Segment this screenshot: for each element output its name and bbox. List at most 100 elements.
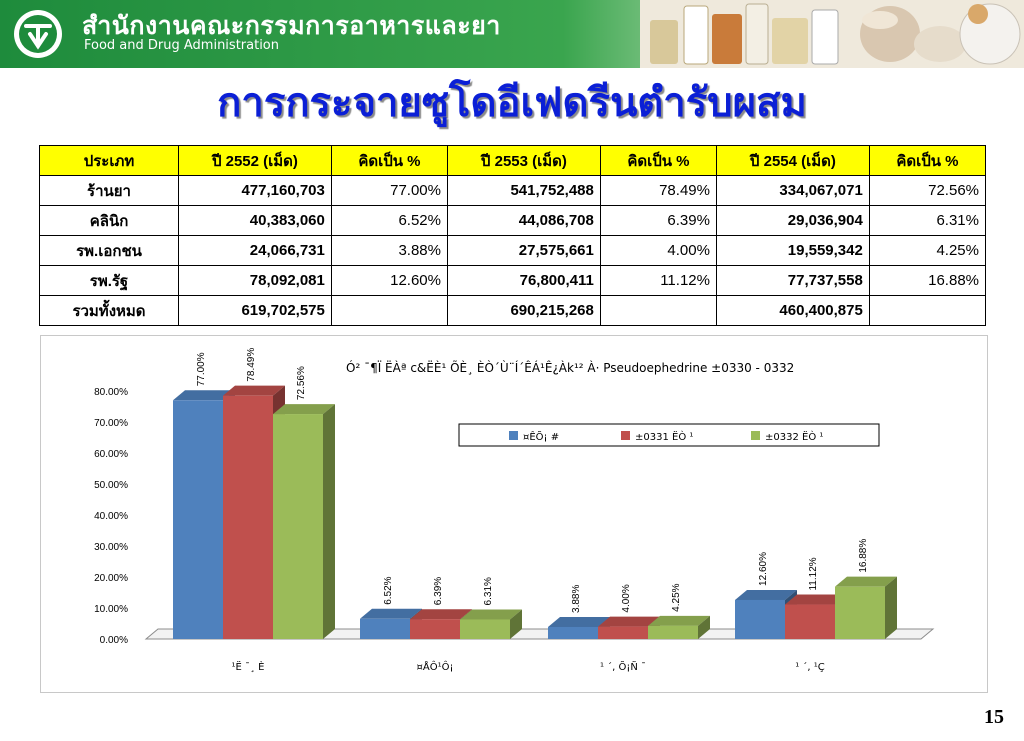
legend-label: ±0332 ËÒ ¹	[765, 430, 823, 443]
slide-title: การกระจายซูโดอีเฟดรีนตำรับผสม	[217, 80, 807, 126]
row-category: รพ.เอกชน	[39, 235, 179, 266]
header-percent-2552: คิดเป็น %	[330, 145, 448, 176]
y-tick-label: 60.00%	[94, 449, 128, 460]
cell-2552: 24,066,731	[178, 235, 332, 266]
y-tick-label: 10.00%	[94, 604, 128, 615]
y-tick-label: 80.00%	[94, 387, 128, 398]
x-category-label: ¹ ´, Õ¡Ñ ¯	[600, 660, 646, 673]
cell-pct-2553: 6.39%	[599, 205, 717, 236]
cell-pct-2554: 72.56%	[868, 175, 987, 206]
bar-top	[548, 616, 610, 627]
data-label: 4.00%	[621, 584, 632, 612]
data-label: 3.88%	[571, 585, 582, 613]
cell-pct-2554: 4.25%	[868, 235, 987, 266]
row-category: รวมทั้งหมด	[39, 295, 179, 326]
org-name-english: Food and Drug Administration	[84, 38, 279, 53]
bar	[460, 619, 510, 639]
table-row: คลินิก 40,383,060 6.52% 44,086,708 6.39%…	[39, 205, 987, 236]
bar-top	[835, 576, 897, 587]
table-row: ร้านยา 477,160,703 77.00% 541,752,488 78…	[39, 175, 987, 206]
bar	[835, 586, 885, 639]
cell-2553: 44,086,708	[446, 205, 601, 236]
bar	[410, 619, 460, 639]
cell-pct-2552: 12.60%	[330, 265, 448, 296]
data-label: 72.56%	[296, 366, 307, 400]
row-category: ร้านยา	[39, 175, 179, 206]
cell-2554: 460,400,875	[715, 295, 870, 326]
bar-top	[735, 589, 797, 600]
table-row: รพ.รัฐ 78,092,081 12.60% 76,800,411 11.1…	[39, 265, 987, 296]
data-label: 6.31%	[483, 577, 494, 605]
data-label: 12.60%	[758, 552, 769, 586]
legend-label: ±0331 ËÒ ¹	[635, 430, 693, 443]
bar	[735, 599, 785, 639]
x-category-label: ¹ ´, ¹Ç	[795, 661, 825, 673]
bar-top	[460, 609, 522, 620]
cell-pct-2554: 6.31%	[868, 205, 987, 236]
x-category-label: ¤ÅÔ¹Ô¡	[417, 660, 454, 673]
bar-side	[510, 609, 522, 639]
bar-top	[785, 594, 847, 605]
bar	[648, 625, 698, 639]
cell-pct-2554	[868, 295, 987, 326]
bar-top	[598, 616, 660, 627]
cell-2554: 29,036,904	[715, 205, 870, 236]
bar-top	[410, 609, 472, 620]
chart-container: 0.00% 10.00% 20.00% 30.00% 40.00% 50.00% 60.00…	[40, 335, 988, 693]
bar	[785, 604, 835, 639]
data-label: 77.00%	[196, 352, 207, 386]
cell-pct-2552	[330, 295, 448, 326]
cell-pct-2553: 11.12%	[599, 265, 717, 296]
header-year-2552: ปี 2552 (เม็ด)	[178, 145, 332, 176]
bar-side	[698, 615, 710, 639]
bar	[548, 626, 598, 639]
header-year-2553: ปี 2553 (เม็ด)	[446, 145, 601, 176]
header-banner: สำนักงานคณะกรรมการอาหารและยา Food and Dr…	[0, 0, 1024, 68]
data-label: 6.39%	[433, 577, 444, 605]
medicine-photo-icon	[640, 0, 1024, 68]
table-row: รพ.เอกชน 24,066,731 3.88% 27,575,661 4.0…	[39, 235, 987, 266]
legend-swatch	[509, 431, 518, 440]
cell-pct-2554: 16.88%	[868, 265, 987, 296]
bar-chart: 0.00% 10.00% 20.00% 30.00% 40.00% 50.00% 60.00…	[94, 348, 935, 673]
header-type: ประเภท	[39, 145, 179, 176]
legend-label: ¤ÊÕ¡ #	[523, 430, 559, 443]
y-tick-label: 0.00%	[100, 635, 128, 646]
y-tick-label: 30.00%	[94, 542, 128, 553]
cell-2553: 541,752,488	[446, 175, 601, 206]
cell-2553: 690,215,268	[446, 295, 601, 326]
bar	[360, 618, 410, 639]
bar	[223, 395, 273, 639]
table-header-row: ประเภท ปี 2552 (เม็ด) คิดเป็น % ปี 2553 …	[39, 145, 987, 176]
y-tick-label: 50.00%	[94, 480, 128, 491]
cell-2554: 19,559,342	[715, 235, 870, 266]
legend-swatch	[621, 431, 630, 440]
bar-side	[885, 576, 897, 639]
data-label: 11.12%	[808, 557, 819, 590]
distribution-table: ประเภท ปี 2552 (เม็ด) คิดเป็น % ปี 2553 …	[39, 145, 987, 326]
cell-2553: 76,800,411	[446, 265, 601, 296]
data-label: 4.25%	[671, 583, 682, 611]
bar-top	[173, 390, 235, 401]
cell-pct-2552: 77.00%	[330, 175, 448, 206]
y-tick-label: 40.00%	[94, 511, 128, 522]
fda-logo-icon	[14, 10, 62, 58]
cell-2552: 78,092,081	[178, 265, 332, 296]
cell-2554: 77,737,558	[715, 265, 870, 296]
cell-2552: 477,160,703	[178, 175, 332, 206]
row-category: คลินิก	[39, 205, 179, 236]
x-category-label: ¹Ë ¯¸ È	[231, 660, 264, 673]
bar-top	[648, 615, 710, 626]
bar	[598, 626, 648, 639]
bar	[173, 400, 223, 639]
bar-top	[223, 385, 285, 396]
data-label: 16.88%	[858, 539, 869, 573]
cell-pct-2552: 6.52%	[330, 205, 448, 236]
cell-2553: 27,575,661	[446, 235, 601, 266]
cell-pct-2552: 3.88%	[330, 235, 448, 266]
cell-pct-2553	[599, 295, 717, 326]
header-percent-2554: คิดเป็น %	[868, 145, 987, 176]
table-row-total: รวมทั้งหมด 619,702,575 690,215,268 460,4…	[39, 295, 987, 326]
cell-pct-2553: 4.00%	[599, 235, 717, 266]
page-number: 15	[984, 706, 1004, 728]
